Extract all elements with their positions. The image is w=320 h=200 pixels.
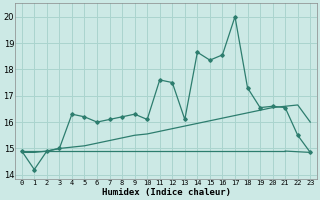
X-axis label: Humidex (Indice chaleur): Humidex (Indice chaleur) bbox=[101, 188, 230, 197]
